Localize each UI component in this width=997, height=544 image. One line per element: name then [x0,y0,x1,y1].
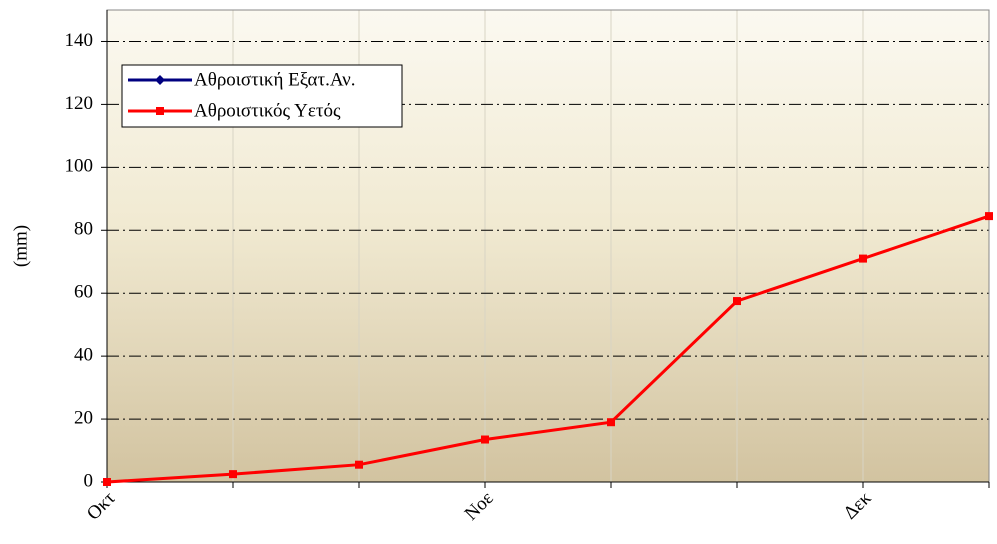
legend-marker [156,107,164,115]
y-tick-label: 140 [65,30,94,51]
y-tick-label: 120 [65,93,94,114]
point [355,460,363,469]
y-tick-label: 20 [74,407,93,428]
y-axis-label: (mm) [10,225,31,267]
point [481,435,489,444]
series-line [106,214,990,484]
legend-label: Αθροιστική Εξατ.Αν. [194,69,356,90]
point [733,297,741,306]
legend [121,64,403,128]
point [607,418,615,427]
y-tick-label: 0 [84,470,94,491]
point [859,254,867,263]
y-tick-label: 100 [65,156,94,177]
x-tick-label: Νοε [461,488,498,525]
y-tick-label: 80 [74,219,93,240]
x-tick-label: Οκτ [83,488,120,525]
y-tick-label: 60 [74,282,93,303]
legend-label: Αθροιστικός Υετός [194,100,341,121]
x-tick-label: Δεκ [840,487,876,523]
legend-marker [155,75,165,85]
point [103,478,111,486]
point [985,212,993,221]
point [229,470,237,479]
y-tick-label: 40 [74,344,93,365]
